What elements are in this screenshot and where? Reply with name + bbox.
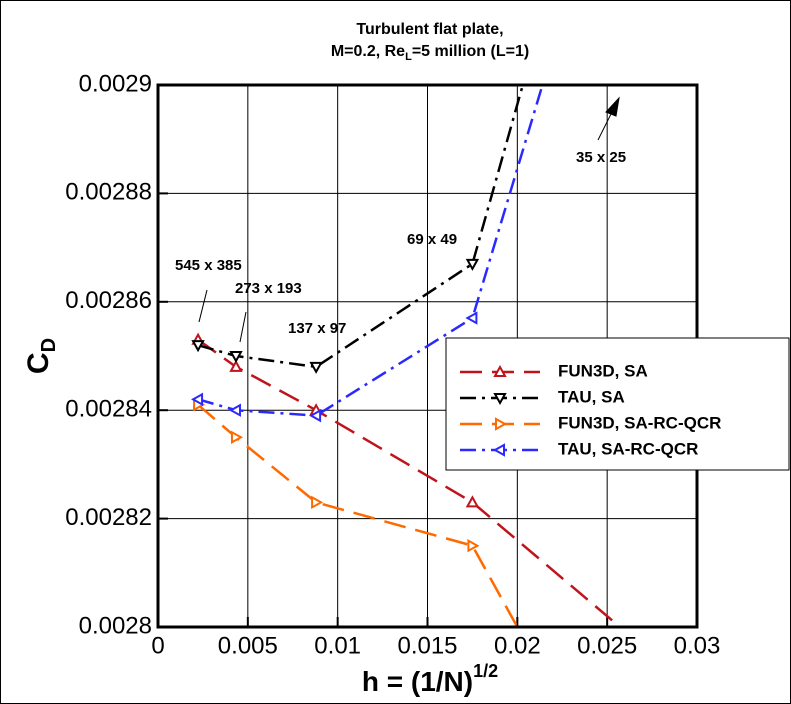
y-tick-label: 0.00288 [65, 179, 152, 206]
chart-subtitle: M=0.2, ReL=5 million (L=1) [331, 43, 529, 63]
marker [191, 392, 204, 407]
y-tick-label: 0.00282 [65, 504, 152, 531]
marker [230, 430, 244, 444]
annotations [198, 96, 620, 343]
legend-marker [493, 393, 507, 406]
x-label-sup: 1/2 [473, 661, 498, 681]
legend-label: TAU, SA [558, 387, 625, 406]
legend-marker [492, 443, 505, 457]
y-tick-label: 0.00284 [65, 396, 152, 423]
marker [467, 539, 480, 553]
annotation: 545 x 385 [175, 257, 242, 274]
legend-marker [495, 417, 508, 431]
x-label-text: h = (1/N) [362, 666, 473, 697]
arrow-head [605, 96, 620, 117]
marker [309, 408, 322, 423]
series-line [197, 403, 519, 627]
marker [229, 359, 243, 372]
x-tick-label: 0.02 [494, 632, 541, 659]
leader-line [239, 311, 247, 343]
legend-label: FUN3D, SA-RC-QCR [558, 413, 721, 432]
marker [465, 258, 480, 271]
series-group [191, 85, 622, 627]
marker [228, 403, 241, 417]
x-tick-label: 0.01 [314, 632, 361, 659]
marker [309, 361, 323, 374]
x-tick-label: 0.015 [397, 632, 457, 659]
subtitle-sub: L [405, 51, 412, 63]
y-tick-label: 0.00286 [65, 287, 152, 314]
legend-marker [493, 364, 507, 377]
y-axis-label: CD [22, 338, 60, 374]
annotation: 35 x 25 [576, 149, 626, 166]
subtitle-text: =5 million (L=1) [412, 43, 529, 60]
y-label-sub: D [38, 338, 60, 352]
legend-label: TAU, SA-RC-QCR [558, 439, 698, 458]
annotation: 137 x 97 [288, 320, 346, 337]
x-tick-label: 0.03 [674, 632, 721, 659]
marker [465, 311, 478, 325]
marker [191, 340, 205, 353]
y-tick-label: 0.0029 [79, 70, 152, 97]
legend-label: FUN3D, SA [558, 361, 648, 380]
annotation: 69 x 49 [407, 231, 457, 248]
marker [311, 495, 324, 510]
x-axis-label: h = (1/N)1/2 [362, 661, 498, 698]
x-tick-label: 0 [151, 632, 164, 659]
x-tick-label: 0.025 [577, 632, 637, 659]
marker [229, 351, 243, 364]
x-tick-label: 0.005 [218, 632, 278, 659]
subtitle-text: M=0.2, Re [331, 43, 405, 60]
chart-title: Turbulent flat plate, [356, 21, 503, 38]
y-tick-label: 0.0028 [79, 612, 152, 639]
leader-line [198, 289, 208, 323]
y-label-text: C [22, 352, 55, 374]
annotation: 273 x 193 [235, 280, 302, 297]
marker [465, 495, 480, 508]
legend-entries: FUN3D, SA TAU, SA FUN3D, SA-RC-QCR TAU, SA-… [460, 361, 721, 458]
